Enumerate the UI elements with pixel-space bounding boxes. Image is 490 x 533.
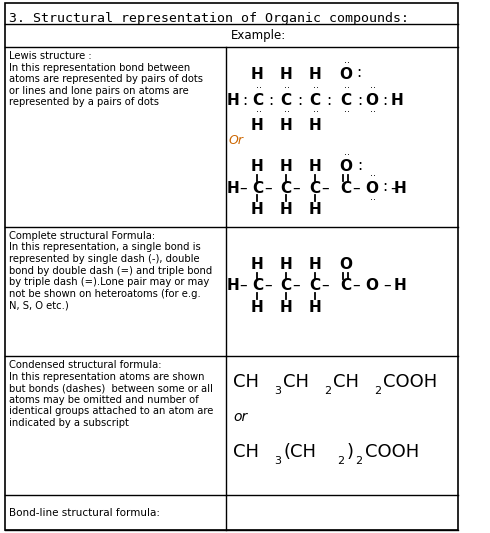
Text: 2: 2 xyxy=(355,456,363,466)
Text: Example:: Example: xyxy=(231,29,286,42)
Text: H: H xyxy=(308,202,321,217)
Text: ··: ·· xyxy=(285,107,291,117)
Text: 2: 2 xyxy=(324,386,331,397)
Text: H: H xyxy=(393,181,406,196)
Text: H: H xyxy=(251,300,264,314)
Text: –: – xyxy=(384,278,391,293)
Text: 3. Structural representation of Organic compounds:: 3. Structural representation of Organic … xyxy=(9,12,409,25)
Text: ··: ·· xyxy=(370,171,376,181)
Text: O: O xyxy=(339,159,352,174)
Text: COOH: COOH xyxy=(383,373,438,391)
Text: ··: ·· xyxy=(370,83,376,93)
Text: O: O xyxy=(339,67,352,82)
Text: ··: ·· xyxy=(344,83,350,93)
Text: H: H xyxy=(280,67,293,82)
Text: –: – xyxy=(264,181,271,196)
Text: ··: ·· xyxy=(285,83,291,93)
Text: Lewis structure :
In this representation bond between
atoms are represented by p: Lewis structure : In this representation… xyxy=(9,51,203,108)
Text: H: H xyxy=(393,278,406,293)
Text: 3: 3 xyxy=(274,456,281,466)
Text: ): ) xyxy=(346,442,353,461)
Text: 2: 2 xyxy=(337,456,344,466)
Text: H: H xyxy=(280,118,293,133)
Text: :: : xyxy=(357,93,362,108)
Text: H: H xyxy=(280,300,293,314)
Text: H: H xyxy=(308,118,321,133)
Text: –: – xyxy=(352,278,360,293)
Text: :: : xyxy=(269,93,274,108)
Text: H: H xyxy=(251,118,264,133)
Text: :: : xyxy=(243,93,247,108)
Text: :: : xyxy=(356,66,361,80)
Text: C: C xyxy=(340,181,351,196)
Text: H: H xyxy=(308,159,321,174)
Text: ··: ·· xyxy=(344,150,350,160)
Text: ··: ·· xyxy=(313,83,319,93)
Text: H: H xyxy=(251,67,264,82)
Text: ··: ·· xyxy=(344,58,350,68)
Text: C: C xyxy=(340,93,351,108)
Text: :: : xyxy=(297,93,302,108)
Text: –: – xyxy=(321,181,329,196)
Text: C: C xyxy=(309,181,320,196)
Text: Condensed structural formula:
In this representation atoms are shown
but bonds (: Condensed structural formula: In this re… xyxy=(9,360,214,428)
Text: –: – xyxy=(352,181,360,196)
Text: –: – xyxy=(391,181,398,196)
Text: H: H xyxy=(251,159,264,174)
Text: CH: CH xyxy=(333,373,359,391)
Text: H: H xyxy=(251,257,264,272)
Text: CH: CH xyxy=(233,373,259,391)
Text: C: C xyxy=(309,278,320,293)
Text: –: – xyxy=(240,181,247,196)
Text: C: C xyxy=(280,181,292,196)
Text: –: – xyxy=(293,181,300,196)
Text: :: : xyxy=(326,93,331,108)
Text: O: O xyxy=(366,181,379,196)
Text: H: H xyxy=(308,67,321,82)
Text: ··: ·· xyxy=(370,195,376,205)
Text: ··: ·· xyxy=(313,107,319,117)
Text: H: H xyxy=(308,257,321,272)
Text: 3: 3 xyxy=(274,386,281,397)
Text: C: C xyxy=(252,181,263,196)
Text: Complete structural Formula:
In this representation, a single bond is
represente: Complete structural Formula: In this rep… xyxy=(9,231,213,310)
Text: COOH: COOH xyxy=(365,442,419,461)
Text: –: – xyxy=(321,278,329,293)
Text: or: or xyxy=(233,410,247,424)
Text: O: O xyxy=(366,93,379,108)
Text: :: : xyxy=(357,158,362,173)
Text: O: O xyxy=(339,257,352,272)
Text: Bond-line structural formula:: Bond-line structural formula: xyxy=(9,507,160,518)
Text: H: H xyxy=(280,257,293,272)
Text: CH: CH xyxy=(233,442,259,461)
Text: C: C xyxy=(280,93,292,108)
Text: H: H xyxy=(280,202,293,217)
Text: O: O xyxy=(366,278,379,293)
Text: :: : xyxy=(382,179,388,194)
Text: ··: ·· xyxy=(256,107,262,117)
Text: ··: ·· xyxy=(344,107,350,117)
Text: C: C xyxy=(340,278,351,293)
Text: (CH: (CH xyxy=(283,442,317,461)
Text: Or: Or xyxy=(229,134,244,147)
Text: H: H xyxy=(227,181,240,196)
Text: H: H xyxy=(391,93,404,108)
Text: H: H xyxy=(227,278,240,293)
Text: C: C xyxy=(252,278,263,293)
Text: H: H xyxy=(280,159,293,174)
Text: –: – xyxy=(240,278,247,293)
Text: C: C xyxy=(309,93,320,108)
Text: ··: ·· xyxy=(370,107,376,117)
Text: :: : xyxy=(382,93,388,108)
Text: H: H xyxy=(308,300,321,314)
Text: H: H xyxy=(227,93,240,108)
Text: 2: 2 xyxy=(374,386,381,397)
Text: –: – xyxy=(264,278,271,293)
Text: H: H xyxy=(251,202,264,217)
Text: C: C xyxy=(280,278,292,293)
Text: CH: CH xyxy=(283,373,309,391)
Text: ··: ·· xyxy=(256,83,262,93)
Text: C: C xyxy=(252,93,263,108)
Text: –: – xyxy=(293,278,300,293)
